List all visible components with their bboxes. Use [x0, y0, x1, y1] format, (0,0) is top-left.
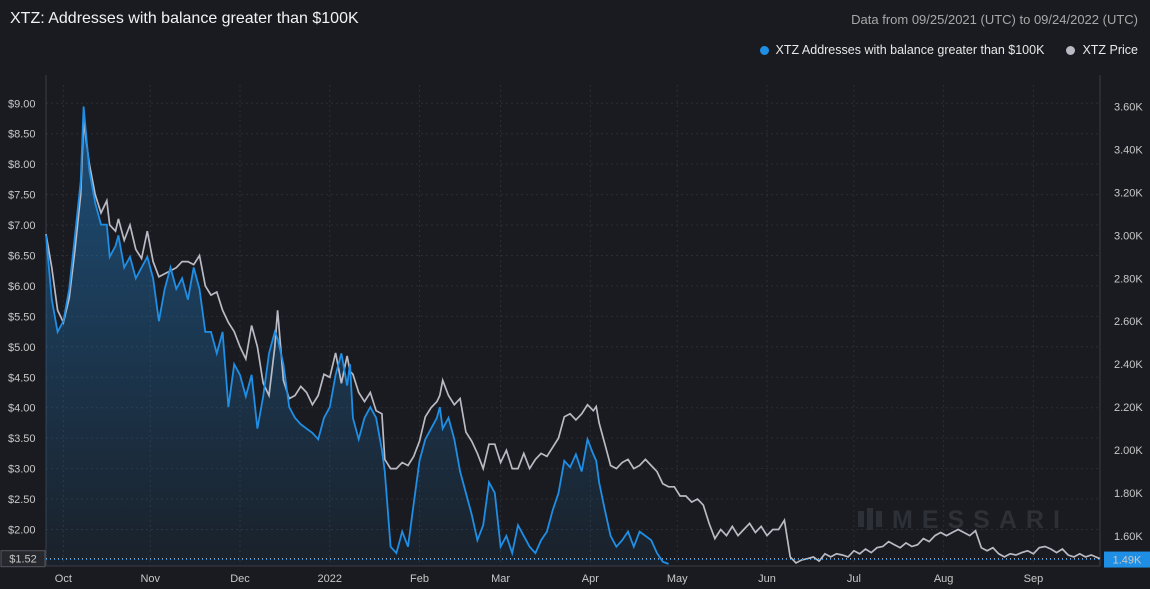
current-addr-label: 1.49K: [1113, 555, 1142, 567]
chart-title: XTZ: Addresses with balance greater than…: [10, 10, 359, 27]
x-tick-label: 2022: [318, 573, 342, 585]
right-tick-label: 2.40K: [1114, 359, 1143, 371]
left-tick-label: $7.00: [8, 220, 36, 232]
x-tick-label: Jun: [758, 573, 776, 585]
right-tick-label: 3.40K: [1114, 144, 1143, 156]
x-tick-label: Nov: [140, 573, 160, 585]
right-tick-label: 3.00K: [1114, 230, 1143, 242]
x-tick-label: Apr: [582, 573, 599, 585]
x-axis: Oct Nov Dec 2022 Feb Mar Apr May Jun Jul Aug Sep: [55, 573, 1043, 585]
right-tick-label: 2.60K: [1114, 316, 1143, 328]
left-tick-label: $3.50: [8, 433, 36, 445]
left-tick-label: $8.50: [8, 129, 36, 141]
left-tick-label: $3.00: [8, 464, 36, 476]
x-tick-label: Mar: [491, 573, 510, 585]
messari-logo-icon: [858, 508, 884, 535]
right-tick-label: 2.80K: [1114, 273, 1143, 285]
left-tick-label: $5.50: [8, 311, 36, 323]
right-tick-label: 1.60K: [1114, 531, 1143, 543]
legend: XTZ Addresses with balance greater than …: [759, 43, 1138, 57]
right-tick-label: 1.80K: [1114, 488, 1143, 500]
left-tick-label: $6.50: [8, 250, 36, 262]
current-value-markers: $1.52 1.49K: [0, 550, 1150, 568]
left-tick-label: $6.00: [8, 281, 36, 293]
current-addr-badge: [1104, 551, 1150, 568]
x-tick-label: Oct: [55, 573, 72, 585]
legend-label-price: XTZ Price: [1082, 43, 1138, 57]
legend-dot-price: [1066, 45, 1076, 55]
price-line: [45, 121, 1101, 565]
left-tick-label: $5.00: [8, 342, 36, 354]
x-tick-label: Aug: [934, 573, 954, 585]
addresses-line: [45, 106, 669, 565]
current-price-label: $1.52: [9, 554, 37, 566]
x-tick-label: Sep: [1024, 573, 1044, 585]
x-tick-label: May: [667, 573, 688, 585]
current-price-badge: [0, 550, 46, 568]
x-tick-label: Feb: [410, 573, 429, 585]
left-tick-label: $4.00: [8, 403, 36, 415]
x-tick-label: Dec: [230, 573, 250, 585]
left-tick-label: $9.00: [8, 98, 36, 110]
right-tick-label: 2.20K: [1114, 402, 1143, 414]
right-tick-label: 3.20K: [1114, 187, 1143, 199]
left-tick-label: $2.00: [8, 524, 36, 536]
x-tick-label: Jul: [847, 573, 861, 585]
right-tick-label: 3.60K: [1114, 101, 1143, 113]
legend-item-addresses[interactable]: XTZ Addresses with balance greater than …: [759, 43, 1045, 57]
left-axis: $2.00 $2.50 $3.00 $3.50 $4.00 $4.50 $5.00 $5.50…: [8, 98, 36, 536]
left-tick-label: $7.50: [8, 190, 36, 202]
right-axis: 1.60K 1.80K 2.00K 2.20K 2.40K 2.60K 2.80K 3.00K…: [1114, 101, 1143, 542]
legend-label-addresses: XTZ Addresses with balance greater than …: [775, 43, 1045, 57]
legend-item-price[interactable]: XTZ Price: [1066, 43, 1138, 57]
legend-dot-addresses: [759, 45, 769, 55]
left-tick-label: $8.00: [8, 159, 36, 171]
left-tick-label: $4.50: [8, 372, 36, 384]
addresses-area: [46, 106, 669, 566]
left-tick-label: $2.50: [8, 494, 36, 506]
right-tick-label: 2.00K: [1114, 445, 1143, 457]
date-range: Data from 09/25/2021 (UTC) to 09/24/2022…: [851, 12, 1138, 27]
